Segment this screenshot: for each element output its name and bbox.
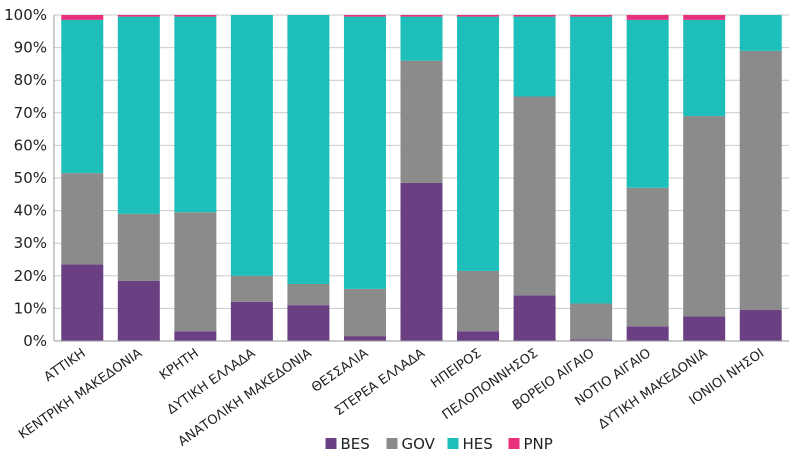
bar-segment-pnp [344,15,386,17]
bar-segment-hes [740,15,782,51]
bar-segment-bes [118,281,160,341]
bar-segment-bes [61,264,103,341]
bar-segment-hes [401,17,443,61]
legend-label-pnp: PNP [524,435,553,453]
bar-segment-hes [118,17,160,214]
bar-segment-hes [61,20,103,173]
bar-segment-hes [627,20,669,188]
bar-segment-hes [514,17,556,97]
legend-swatch-bes [326,438,337,449]
y-tick-label: 100% [4,6,47,24]
bar-segment-hes [344,17,386,289]
y-tick-label: 10% [14,299,47,317]
bar-segment-gov [231,276,273,302]
bar-segment-hes [174,17,216,213]
bar-segment-gov [740,51,782,310]
bar-segment-bes [401,183,443,341]
y-tick-label: 70% [14,104,47,122]
bar-segment-gov [174,212,216,331]
legend: BES GOV HES PNP [326,435,553,453]
bar-segment-bes [740,310,782,341]
legend-label-gov: GOV [402,435,436,453]
bar-segment-pnp [627,15,669,20]
y-tick-label: 90% [14,39,47,57]
bar-segment-gov [118,214,160,281]
bar-segment-pnp [683,15,725,20]
y-axis-tick-labels: 0% 10% 20% 30% 40% 50% 60% 70% 80% 90% 100% [4,6,47,350]
y-tick-label: 20% [14,267,47,285]
bar-segment-pnp [401,15,443,17]
bar-segment-hes [570,17,612,304]
y-tick-label: 40% [14,202,47,220]
y-tick-label: 30% [14,234,47,252]
legend-label-bes: BES [341,435,370,453]
x-category-label: ΔΥΤΙΚΗ ΜΑΚΕΔΟΝΙΑ [596,346,711,433]
bar-segment-gov [401,61,443,183]
bar-segment-bes [231,302,273,341]
bar-segment-pnp [457,15,499,17]
legend-swatch-pnp [509,438,520,449]
x-category-label: ΑΤΤΙΚΗ [42,346,89,385]
bar-segment-gov [570,304,612,340]
bar-segment-gov [344,289,386,336]
bar-segment-pnp [570,15,612,17]
bar-segment-hes [457,17,499,271]
bar-segment-pnp [174,15,216,17]
bar-segment-hes [231,15,273,276]
bar-segment-bes [287,305,329,341]
bar-segment-bes [174,331,216,341]
bar-segment-gov [61,173,103,264]
bar-segment-hes [683,20,725,116]
x-category-label: ΚΡΗΤΗ [157,346,202,383]
y-tick-label: 50% [14,169,47,187]
bar-segment-gov [514,97,556,296]
bar-segment-pnp [61,15,103,20]
legend-swatch-hes [448,438,459,449]
legend-swatch-gov [387,438,398,449]
bar-segment-gov [457,271,499,331]
bar-segment-bes [344,336,386,341]
bar-segment-bes [627,326,669,341]
bar-segment-gov [683,116,725,316]
bar-segment-bes [457,331,499,341]
bar-segment-gov [627,188,669,327]
bar-segment-bes [514,295,556,341]
bar-segment-pnp [514,15,556,17]
y-tick-label: 80% [14,71,47,89]
bar-segment-hes [287,15,329,284]
y-tick-label: 60% [14,136,47,154]
x-category-label: ΠΕΛΟΠΟΝΝΗΣΟΣ [440,346,541,423]
bar-segment-pnp [118,15,160,17]
legend-label-hes: HES [463,435,493,453]
bar-segment-gov [287,284,329,305]
y-tick-label: 0% [23,332,47,350]
bar-segment-bes [683,317,725,341]
